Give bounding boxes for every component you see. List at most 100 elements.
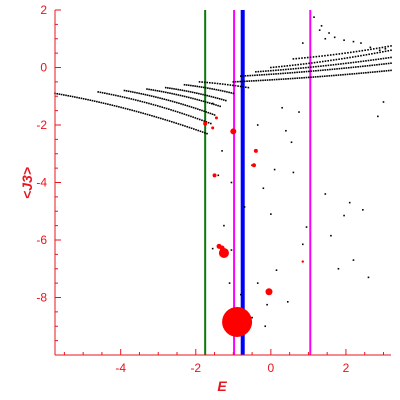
black-point [256,74,259,76]
black-point [167,91,169,94]
black-point [310,70,313,72]
black-point [239,80,241,83]
black-point [218,98,221,100]
black-point [211,113,214,115]
black-point [307,76,310,79]
black-point [303,70,305,73]
black-point [327,59,330,62]
black-point [257,70,260,73]
black-point [292,58,295,60]
black-point [387,69,390,72]
black-point [332,63,335,66]
x-tick-label: 2 [343,361,350,375]
black-point [377,58,380,60]
black-point [375,58,377,61]
black-point [349,73,351,75]
black-point [181,95,184,97]
black-point [159,97,161,99]
black-point [228,282,231,284]
black-point [308,62,310,65]
black-point [161,106,164,109]
black-point [148,88,150,91]
black-point [331,68,334,71]
black-point [196,92,198,94]
black-point [179,111,181,114]
black-point [285,68,287,71]
black-point [384,50,387,53]
black-point [317,75,319,78]
black-point [375,47,378,50]
black-point [280,65,283,68]
black-point [119,95,122,98]
black-point [206,132,208,135]
black-point [146,113,149,116]
black-point [272,66,275,69]
black-point [341,52,343,55]
black-point [344,52,346,54]
black-point [337,267,340,270]
y-tick-label: -2 [36,118,47,132]
black-point [183,83,186,86]
red-point [211,126,215,130]
black-point [362,65,364,68]
black-point [207,121,210,124]
black-point [264,79,267,81]
black-point [291,64,294,67]
black-point [360,42,362,44]
black-point [89,99,92,101]
black-point [305,66,307,69]
black-point [270,66,272,69]
black-point [189,91,192,93]
black-point [219,89,222,92]
black-point [213,114,216,116]
black-point [300,63,302,66]
black-point [298,71,301,73]
y-tick-label: -8 [36,291,47,305]
black-point [326,75,328,77]
black-point [87,98,89,101]
black-point [206,94,208,97]
black-point [146,88,148,90]
black-point [134,99,137,101]
black-point [216,82,219,85]
black-point-series [54,16,392,328]
black-point [170,109,172,111]
black-point [385,57,387,59]
black-point [367,48,369,51]
black-point [365,71,367,74]
black-point [324,54,326,57]
black-point [384,46,387,48]
black-point [343,57,346,60]
black-point [256,124,259,126]
black-point [211,102,214,105]
black-point [200,93,202,95]
black-point [367,59,370,62]
black-point [317,65,320,68]
black-point [390,69,392,72]
black-point [129,108,131,111]
black-point [337,74,340,76]
black-point [120,106,122,109]
black-point [128,97,130,100]
black-point [204,86,207,89]
black-point [382,51,384,53]
black-point [190,115,192,118]
black-point [286,301,289,303]
black-point [247,74,249,77]
black-point [188,105,191,108]
black-point [378,63,381,66]
black-point [314,76,317,78]
black-point [204,132,206,134]
black-point [206,101,209,104]
black-point [270,73,273,76]
black-point [143,101,146,104]
black-point [324,69,327,71]
black-point [338,58,340,60]
black-point [330,74,333,77]
black-point [379,51,381,54]
black-point [292,68,295,70]
black-point [349,56,351,59]
black-point [335,58,338,61]
black-point [371,64,374,67]
black-point [249,74,252,77]
